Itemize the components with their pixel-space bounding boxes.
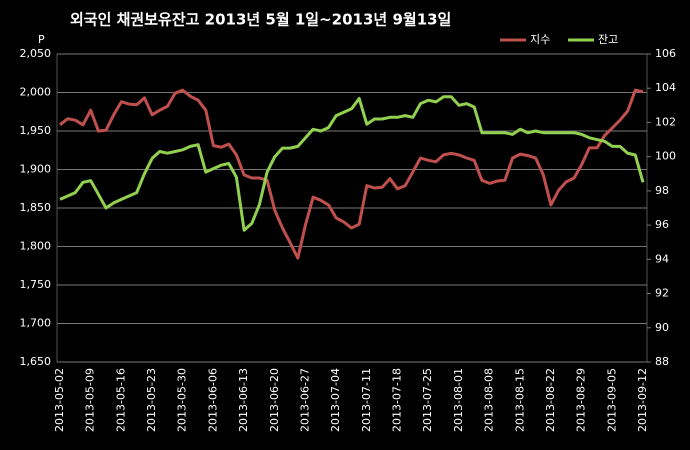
y-tick-label: 1,850 bbox=[20, 201, 52, 214]
x-tick-label: 2013-05-30 bbox=[176, 368, 189, 432]
x-tick-label: 2013-05-23 bbox=[145, 368, 158, 432]
x-tick-label: 2013-08-15 bbox=[513, 368, 526, 432]
y2-tick-label: 102 bbox=[655, 115, 676, 128]
y2-tick-label: 88 bbox=[655, 355, 669, 368]
x-tick-label: 2013-07-11 bbox=[360, 368, 373, 432]
y-tick-label: 1,750 bbox=[20, 278, 52, 291]
x-tick-label: 2013-09-12 bbox=[636, 368, 649, 432]
y-tick-label: 1,900 bbox=[20, 163, 52, 176]
y-tick-label: 1,700 bbox=[20, 317, 52, 330]
chart-title: 외국인 채권보유잔고 2013년 5월 1일~2013년 9월13일 bbox=[70, 11, 451, 29]
x-tick-label: 2013-08-29 bbox=[575, 368, 588, 432]
x-tick-label: 2013-08-08 bbox=[483, 368, 496, 432]
y-tick-label: 1,650 bbox=[20, 355, 52, 368]
y-tick-label: 1,800 bbox=[20, 240, 52, 253]
x-tick-label: 2013-08-22 bbox=[544, 368, 557, 432]
x-tick-label: 2013-05-09 bbox=[84, 368, 97, 432]
legend-label: 잔고 bbox=[598, 33, 618, 46]
x-tick-label: 2013-07-04 bbox=[329, 368, 342, 432]
y2-tick-label: 94 bbox=[655, 252, 669, 265]
x-tick-label: 2013-05-16 bbox=[114, 368, 127, 432]
series-line bbox=[59, 95, 645, 232]
y2-tick-label: 104 bbox=[655, 81, 676, 94]
y-tick-label: 2,000 bbox=[20, 86, 52, 99]
x-tick-label: 2013-05-02 bbox=[53, 368, 66, 432]
x-tick-label: 2013-07-18 bbox=[391, 368, 404, 432]
y2-tick-label: 92 bbox=[655, 287, 669, 300]
x-tick-label: 2013-09-05 bbox=[605, 368, 618, 432]
y-tick-label: 1,950 bbox=[20, 124, 52, 137]
y-unit: P bbox=[38, 33, 45, 46]
y2-tick-label: 96 bbox=[655, 218, 669, 231]
y2-tick-label: 100 bbox=[655, 150, 676, 163]
x-tick-label: 2013-07-25 bbox=[421, 368, 434, 432]
x-tick-label: 2013-06-20 bbox=[268, 368, 281, 432]
y-tick-label: 2,050 bbox=[20, 47, 52, 60]
y2-tick-label: 106 bbox=[655, 47, 676, 60]
legend-label: 지수 bbox=[530, 33, 550, 46]
x-tick-label: 2013-06-13 bbox=[237, 368, 250, 432]
series-line bbox=[59, 88, 644, 260]
x-tick-label: 2013-06-27 bbox=[298, 368, 311, 432]
y2-tick-label: 90 bbox=[655, 321, 669, 334]
x-tick-label: 2013-06-06 bbox=[206, 368, 219, 432]
x-tick-label: 2013-08-01 bbox=[452, 368, 465, 432]
y2-tick-label: 98 bbox=[655, 184, 669, 197]
